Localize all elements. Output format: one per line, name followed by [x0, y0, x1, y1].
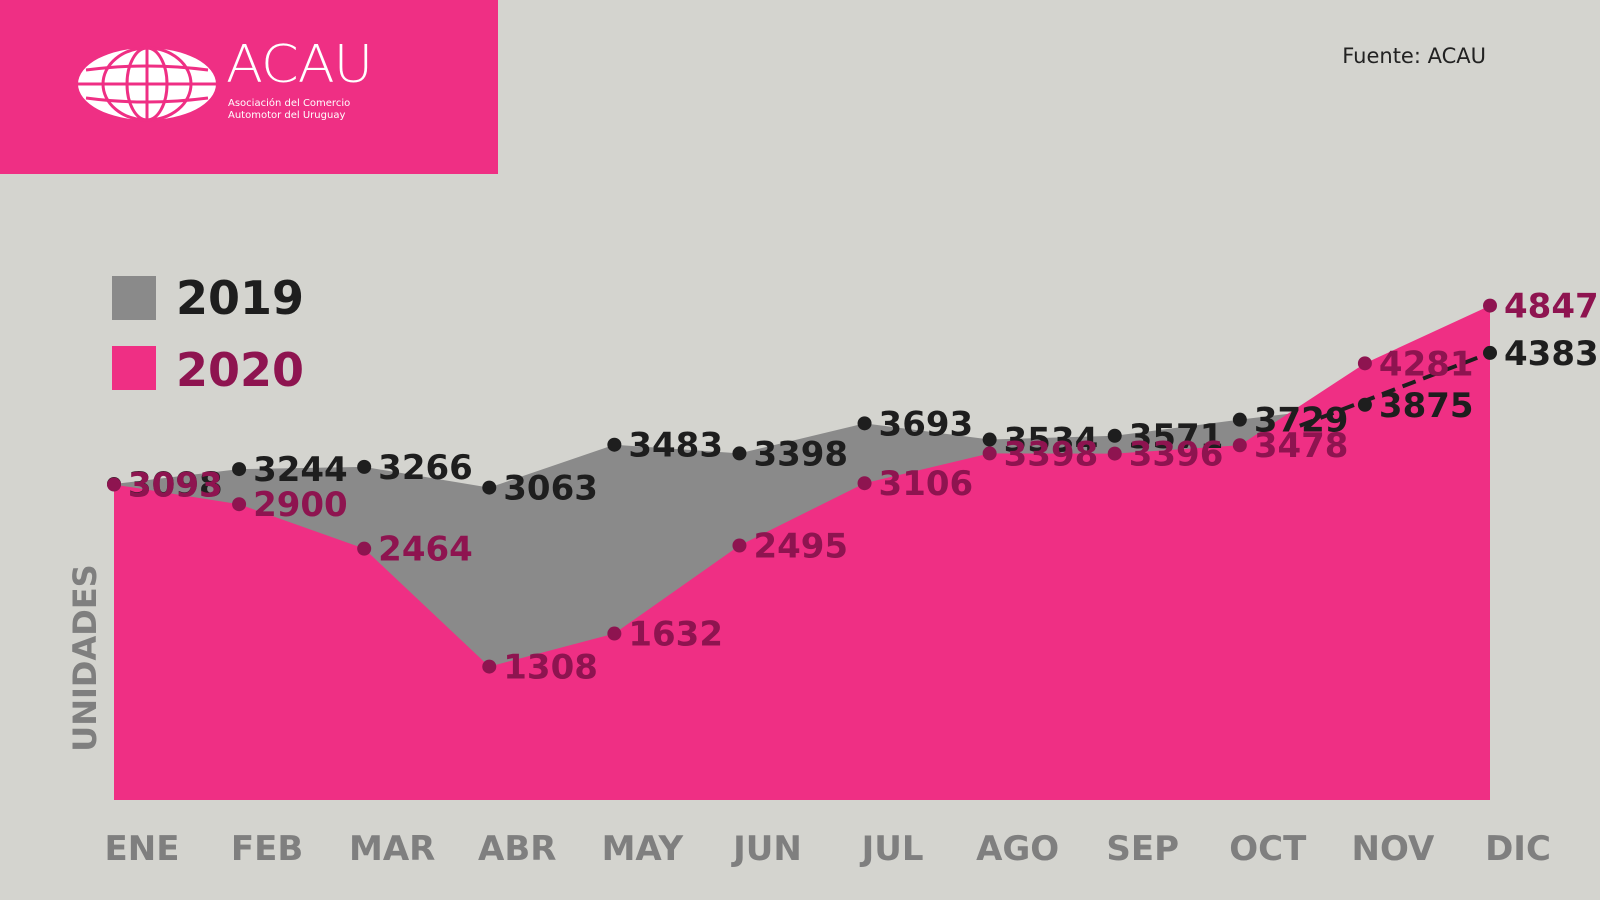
x-tick-label-dic: DIC [1485, 829, 1551, 869]
point-2020-feb [232, 497, 247, 512]
legend-swatch-2020 [112, 346, 156, 390]
x-tick-label-sep: SEP [1106, 829, 1179, 869]
x-tick-label-jul: JUL [860, 829, 924, 869]
point-2019-may [607, 437, 622, 452]
point-2020-jul [857, 476, 872, 491]
data-label-2019-jun: 3398 [753, 434, 848, 474]
point-2019-feb [232, 462, 247, 477]
logo-subtitle-line-1: Asociación del Comercio [228, 98, 351, 109]
data-label-2019-may: 3483 [628, 426, 723, 466]
data-label-2019-abr: 3063 [503, 469, 598, 509]
data-label-2019-ago: 3534 [1004, 421, 1099, 461]
point-2020-sep [1107, 446, 1122, 461]
point-2019-nov [1357, 397, 1372, 412]
x-tick-label-nov: NOV [1352, 829, 1435, 869]
point-2020-may [607, 626, 622, 641]
point-2020-ago [982, 446, 997, 461]
logo-subtitle: Asociación del Comercio Automotor del Ur… [228, 98, 408, 122]
x-tick-label-oct: OCT [1229, 829, 1307, 869]
point-2020-abr [482, 659, 497, 674]
legend-label-2020: 2020 [176, 343, 304, 397]
logo-subtitle-line-2: Automotor del Uruguay [228, 110, 346, 121]
data-label-2020-jul: 3106 [879, 464, 974, 504]
data-label-2019-feb: 3244 [253, 450, 348, 490]
dashed-line-2019-nov-dic [1299, 351, 1491, 428]
data-label-2020-feb: 2900 [253, 485, 348, 525]
data-label-2019-mar: 3266 [378, 448, 473, 488]
legend-swatch-2019 [112, 276, 156, 320]
point-2020-dic [1483, 298, 1497, 313]
x-tick-label-abr: ABR [478, 829, 556, 869]
legend-label-2019: 2019 [176, 271, 304, 325]
data-label-2019-sep: 3571 [1129, 417, 1224, 457]
globe-icon [78, 46, 216, 122]
point-2019-sep [1107, 428, 1122, 443]
point-2019-jun [732, 446, 747, 461]
data-label-2020-ene: 3093 [128, 466, 223, 506]
y-axis-label: UNIDADES [66, 564, 104, 751]
logo-title: ACAU [226, 34, 373, 95]
data-label-2019-nov: 3875 [1379, 386, 1474, 426]
data-label-2019-dic: 4383 [1504, 334, 1599, 374]
x-tick-label-feb: FEB [231, 829, 303, 869]
x-tick-label-may: MAY [602, 829, 684, 869]
data-label-2020-nov: 4281 [1379, 344, 1474, 384]
x-tick-label-ene: ENE [105, 829, 180, 869]
point-2019-abr [482, 480, 497, 495]
legend: 2019 2020 [112, 271, 304, 397]
source-note: Fuente: ACAU [1342, 44, 1486, 68]
data-label-2020-abr: 1308 [503, 648, 598, 688]
point-2019-oct [1232, 412, 1247, 427]
point-2019-ago [982, 432, 997, 447]
data-label-2020-ago: 3398 [1004, 434, 1099, 474]
x-tick-label-jun: JUN [731, 829, 802, 869]
data-label-2019-jul: 3693 [879, 404, 974, 444]
data-label-2020-jun: 2495 [753, 527, 848, 567]
point-2019-dic [1483, 345, 1497, 360]
point-2019-jul [857, 416, 872, 431]
data-label-2019-ene: 3098 [128, 465, 223, 505]
point-2019-mar [357, 459, 372, 474]
x-tick-label-ago: AGO [976, 829, 1059, 869]
data-label-2019-oct: 3729 [1254, 401, 1349, 441]
data-label-2020-sep: 3396 [1129, 435, 1224, 475]
x-tick-label-mar: MAR [349, 829, 435, 869]
point-2020-oct [1232, 438, 1247, 453]
data-label-2020-mar: 2464 [378, 530, 473, 570]
point-2020-jun [732, 538, 747, 553]
point-2020-ene [107, 477, 121, 492]
point-2020-nov [1357, 356, 1372, 371]
data-label-2020-dic: 4847 [1504, 287, 1599, 327]
logo-panel: ACAU Asociación del Comercio Automotor d… [0, 0, 498, 174]
data-label-2020-oct: 3478 [1254, 426, 1349, 466]
data-label-2020-may: 1632 [628, 615, 723, 655]
point-2020-mar [357, 541, 372, 556]
area-2020 [114, 305, 1490, 800]
